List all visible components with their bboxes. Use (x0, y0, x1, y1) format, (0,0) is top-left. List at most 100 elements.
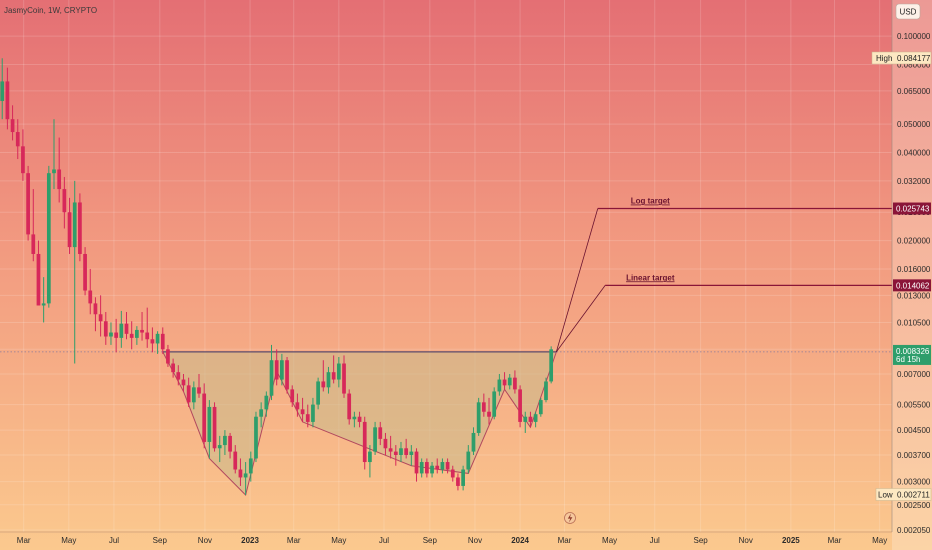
candle-body (228, 435, 232, 452)
candle-body (223, 435, 227, 446)
candle (326, 366, 331, 394)
candles (0, 58, 554, 496)
candle (456, 473, 460, 491)
candle (285, 357, 289, 394)
candle-body (295, 402, 300, 410)
candle-body (383, 438, 388, 449)
candle-body (36, 253, 41, 306)
candle (62, 176, 67, 229)
candle-body (166, 349, 170, 364)
candle (404, 438, 409, 459)
price-tick-label: 0.010500 (897, 318, 931, 327)
candle (280, 353, 284, 386)
price-tick-label: 0.050000 (897, 120, 931, 129)
target-label: Log target (631, 197, 670, 206)
chart-title: JasmyCoin, 1W, CRYPTO (4, 6, 97, 15)
candle (450, 465, 455, 482)
candle (67, 197, 72, 254)
candle (368, 445, 372, 478)
candle-body (409, 451, 414, 455)
price-tick-label: 0.065000 (897, 87, 931, 96)
candle-body (316, 381, 320, 405)
candle (10, 105, 15, 141)
candle (135, 326, 139, 345)
candle (440, 458, 445, 474)
candle (544, 377, 548, 403)
candle-body (342, 363, 346, 394)
candle-body (352, 416, 357, 420)
currency-button[interactable]: USD (895, 3, 921, 20)
candle-body (357, 416, 362, 422)
candle-body (528, 416, 533, 422)
candle-body (181, 379, 186, 386)
time-axis[interactable]: Mar May Jul Sep Nov 2023 Mar May Jul Sep Nov 2024 Ma… (17, 536, 887, 545)
candle (471, 427, 476, 455)
candle (507, 373, 512, 390)
candle (171, 358, 175, 378)
target-price-tag: 0.014062 (893, 279, 931, 292)
candle (513, 370, 517, 394)
price-tick-label: 0.032000 (897, 177, 931, 186)
candle-body (368, 451, 372, 463)
price-tick-label: 0.002500 (897, 501, 931, 510)
candle-body (373, 427, 377, 452)
candle (186, 377, 191, 407)
candle (150, 327, 155, 353)
candle (352, 411, 357, 428)
candle (228, 432, 232, 459)
candle-body (481, 402, 486, 412)
candle (259, 402, 264, 428)
time-tick-label: May (331, 536, 346, 545)
flash-event-marker[interactable] (564, 512, 576, 524)
candle-body (202, 393, 207, 442)
candle-body (399, 448, 403, 455)
candle (212, 402, 217, 452)
candle (83, 247, 87, 296)
candle-body (186, 385, 191, 403)
candle (233, 445, 238, 474)
candle (109, 322, 113, 345)
candle-body (114, 332, 119, 338)
candle-body (62, 189, 67, 213)
candle (533, 411, 538, 428)
candle-body (440, 462, 445, 470)
time-tick-label: Mar (287, 536, 301, 545)
candle-body (435, 465, 440, 470)
candle-body (176, 372, 181, 380)
candle-body (336, 363, 341, 380)
candle-body (533, 414, 538, 422)
price-tick-label: 0.016000 (897, 265, 931, 274)
candle-body (124, 323, 129, 334)
low-marker: Low 0.002711 (875, 488, 932, 501)
price-tick-label: 0.080000 (897, 60, 931, 69)
candle (103, 312, 108, 345)
candle-body (445, 462, 450, 470)
time-tick-label: May (872, 536, 887, 545)
candle-body (191, 387, 196, 403)
candle (518, 385, 522, 428)
candle (523, 411, 528, 433)
time-tick-label: Jul (650, 536, 660, 545)
candle (461, 465, 465, 491)
candle-body (450, 469, 455, 478)
candle-body (212, 406, 217, 449)
candle-body (476, 402, 481, 433)
candle (5, 67, 10, 130)
candle-body (15, 132, 20, 147)
candle-body (155, 333, 160, 344)
candle (497, 373, 502, 396)
price-tick-label: 0.100000 (897, 32, 931, 41)
candle-body (145, 332, 150, 340)
target-price-tag-bg (893, 202, 931, 215)
price-axis-panel (892, 0, 932, 550)
candle (207, 400, 212, 459)
time-tick-label: Sep (423, 536, 438, 545)
annotations: Log target Linear target (555, 197, 892, 353)
candle (264, 391, 269, 417)
candle-body (21, 146, 25, 174)
candle (321, 360, 326, 392)
candle (399, 441, 403, 463)
candle-body (549, 349, 554, 382)
